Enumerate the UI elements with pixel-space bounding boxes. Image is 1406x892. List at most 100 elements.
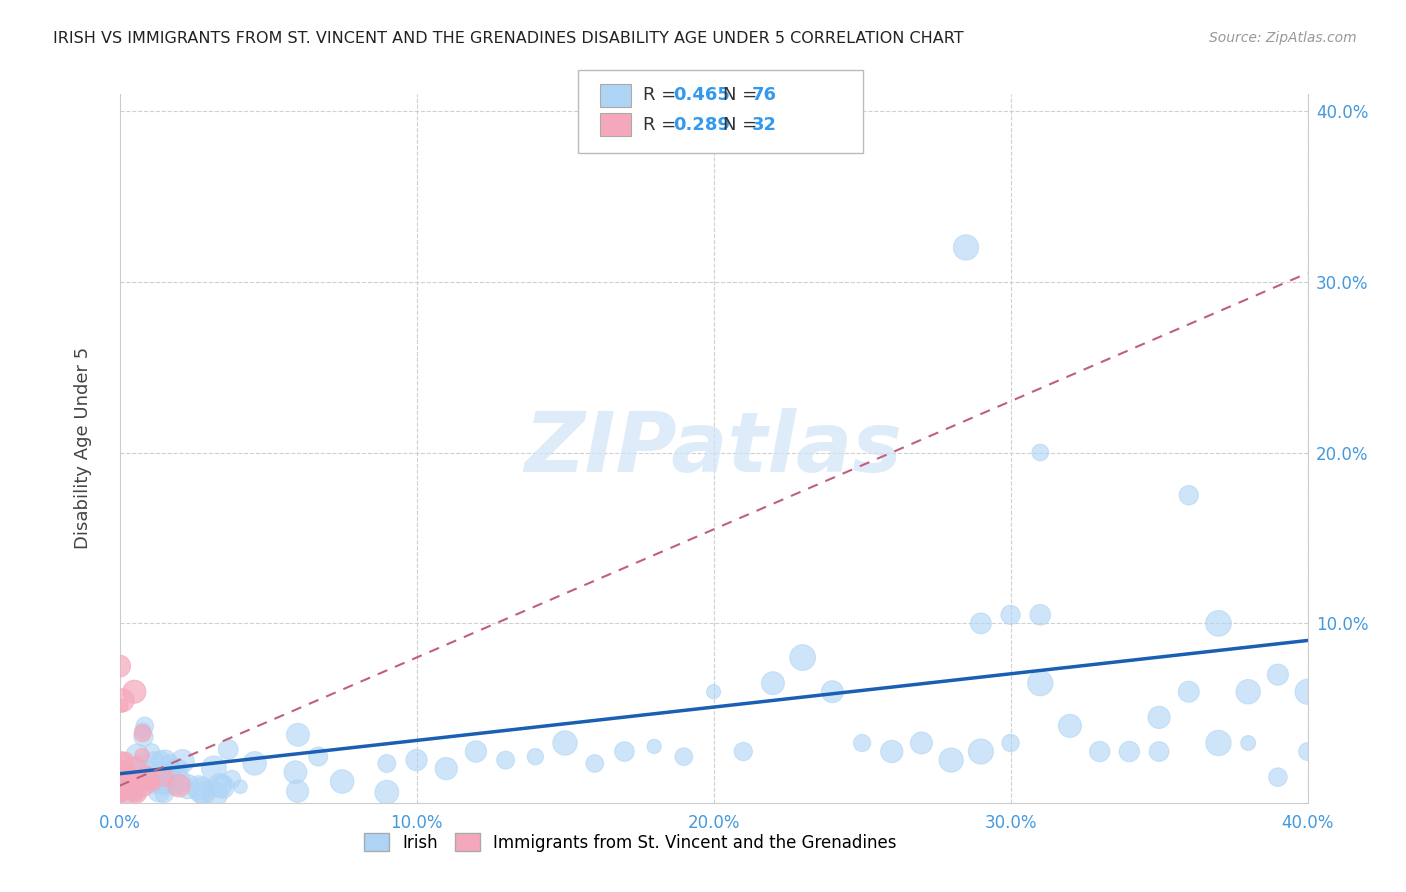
Point	[111, 698, 134, 713]
Text: R =: R =	[643, 87, 682, 104]
Point	[160, 764, 183, 778]
Point	[1208, 736, 1230, 750]
Point	[1000, 607, 1022, 622]
Point	[134, 719, 156, 733]
Point	[131, 726, 153, 740]
Point	[108, 786, 131, 800]
Point	[131, 748, 153, 763]
Point	[166, 762, 188, 776]
Point	[1000, 736, 1022, 750]
Point	[108, 780, 131, 794]
Text: IRISH VS IMMIGRANTS FROM ST. VINCENT AND THE GRENADINES DISABILITY AGE UNDER 5 C: IRISH VS IMMIGRANTS FROM ST. VINCENT AND…	[53, 31, 965, 46]
Point	[124, 684, 146, 698]
Point	[1178, 684, 1201, 698]
Point	[1118, 745, 1140, 759]
Point	[135, 771, 157, 785]
Point	[110, 768, 132, 782]
Point	[117, 768, 139, 782]
Point	[495, 753, 517, 767]
Point	[115, 762, 138, 776]
Point	[284, 765, 307, 780]
Point	[1147, 710, 1170, 724]
Point	[733, 745, 755, 759]
Point	[117, 762, 139, 776]
Text: 0.289: 0.289	[673, 116, 731, 134]
Point	[142, 774, 165, 789]
Point	[142, 774, 165, 789]
Point	[120, 779, 142, 793]
Point	[141, 744, 163, 758]
Point	[167, 779, 190, 793]
Point	[111, 784, 134, 798]
Point	[955, 240, 977, 254]
Text: 32: 32	[752, 116, 778, 134]
Point	[188, 780, 211, 795]
Point	[125, 786, 148, 800]
Text: Source: ZipAtlas.com: Source: ZipAtlas.com	[1209, 31, 1357, 45]
Point	[128, 780, 150, 794]
Point	[221, 772, 243, 786]
Point	[163, 779, 186, 793]
Point	[1267, 770, 1289, 784]
Point	[114, 766, 136, 780]
Point	[114, 753, 136, 767]
Point	[150, 776, 173, 790]
Text: 76: 76	[752, 87, 778, 104]
Point	[111, 779, 134, 793]
Point	[287, 728, 309, 742]
Point	[1059, 719, 1081, 733]
Legend: Irish, Immigrants from St. Vincent and the Grenadines: Irish, Immigrants from St. Vincent and t…	[357, 827, 903, 858]
Point	[114, 763, 136, 777]
Point	[851, 736, 873, 750]
Point	[153, 755, 176, 769]
Point	[149, 776, 172, 790]
Point	[405, 753, 427, 767]
Point	[1088, 745, 1111, 759]
Text: 0.465: 0.465	[673, 87, 730, 104]
Point	[132, 779, 155, 793]
Point	[910, 736, 932, 750]
Point	[434, 762, 457, 776]
Point	[142, 777, 165, 791]
Point	[148, 784, 170, 798]
Text: R =: R =	[643, 116, 682, 134]
Point	[153, 786, 176, 800]
Point	[970, 745, 993, 759]
Text: N =: N =	[723, 87, 762, 104]
Point	[1029, 445, 1052, 459]
Point	[202, 761, 225, 775]
Point	[143, 769, 166, 783]
Point	[167, 773, 190, 788]
Point	[287, 784, 309, 798]
Point	[136, 764, 159, 779]
Point	[1178, 488, 1201, 502]
Point	[124, 786, 146, 800]
Point	[108, 781, 131, 796]
Point	[217, 742, 239, 756]
Point	[243, 756, 266, 771]
Point	[1296, 684, 1319, 698]
Point	[1147, 745, 1170, 759]
Point	[204, 787, 226, 801]
Point	[153, 774, 176, 789]
Point	[941, 753, 963, 767]
Point	[1029, 676, 1052, 690]
Point	[160, 772, 183, 786]
Text: N =: N =	[723, 116, 762, 134]
Point	[375, 785, 398, 799]
Point	[1237, 736, 1260, 750]
Y-axis label: Disability Age Under 5: Disability Age Under 5	[73, 347, 91, 549]
Point	[176, 780, 198, 794]
Text: ZIPatlas: ZIPatlas	[524, 408, 903, 489]
Point	[128, 759, 150, 773]
Point	[153, 770, 176, 784]
Point	[762, 676, 785, 690]
Point	[124, 761, 146, 775]
Point	[1029, 607, 1052, 622]
Point	[613, 745, 636, 759]
Point	[156, 772, 179, 786]
Point	[524, 749, 547, 764]
Point	[1208, 616, 1230, 631]
Point	[143, 755, 166, 769]
Point	[821, 684, 844, 698]
